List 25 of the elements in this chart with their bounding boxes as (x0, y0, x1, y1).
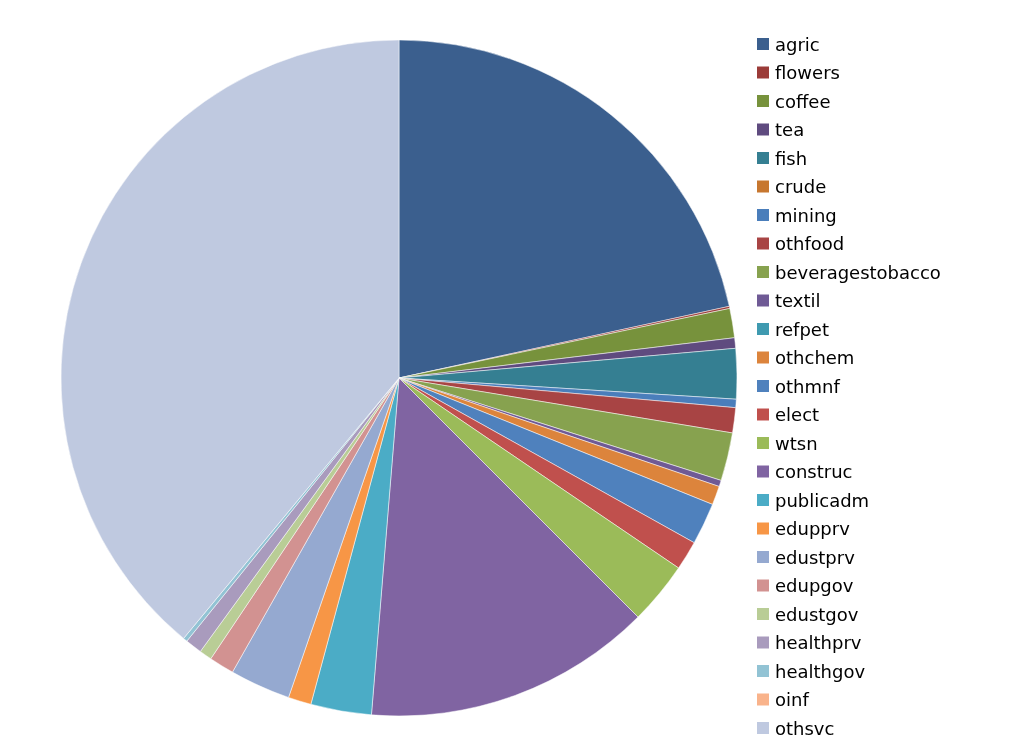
legend-label: agric (775, 33, 820, 55)
legend-label: edupprv (775, 518, 851, 539)
legend-label: edupgov (775, 575, 854, 596)
legend-label: coffee (775, 90, 831, 112)
legend-label: beveragestobacco (775, 261, 941, 283)
legend-label: healthprv (775, 632, 862, 653)
legend-label: crude (775, 176, 827, 197)
legend-label: othmnf (775, 375, 841, 397)
legend-label: othchem (775, 347, 855, 368)
legend-label: publicadm (775, 489, 870, 511)
legend-label: othsvc (775, 717, 835, 737)
legend-label: edustgov (775, 603, 859, 625)
legend-label: textil (775, 290, 821, 311)
legend-label: oinf (775, 689, 810, 710)
legend-label: fish (775, 147, 808, 169)
legend-label: tea (775, 119, 805, 140)
legend-label: construc (775, 461, 853, 482)
legend-label: othfood (775, 233, 845, 254)
legend-label: refpet (775, 318, 829, 340)
legend-label: flowers (775, 62, 840, 83)
legend-label: mining (775, 204, 837, 226)
legend-label: elect (775, 404, 820, 425)
legend-label: wtsn (775, 432, 818, 454)
legend-label: healthgov (775, 660, 866, 682)
legend-label: edustprv (775, 546, 856, 568)
